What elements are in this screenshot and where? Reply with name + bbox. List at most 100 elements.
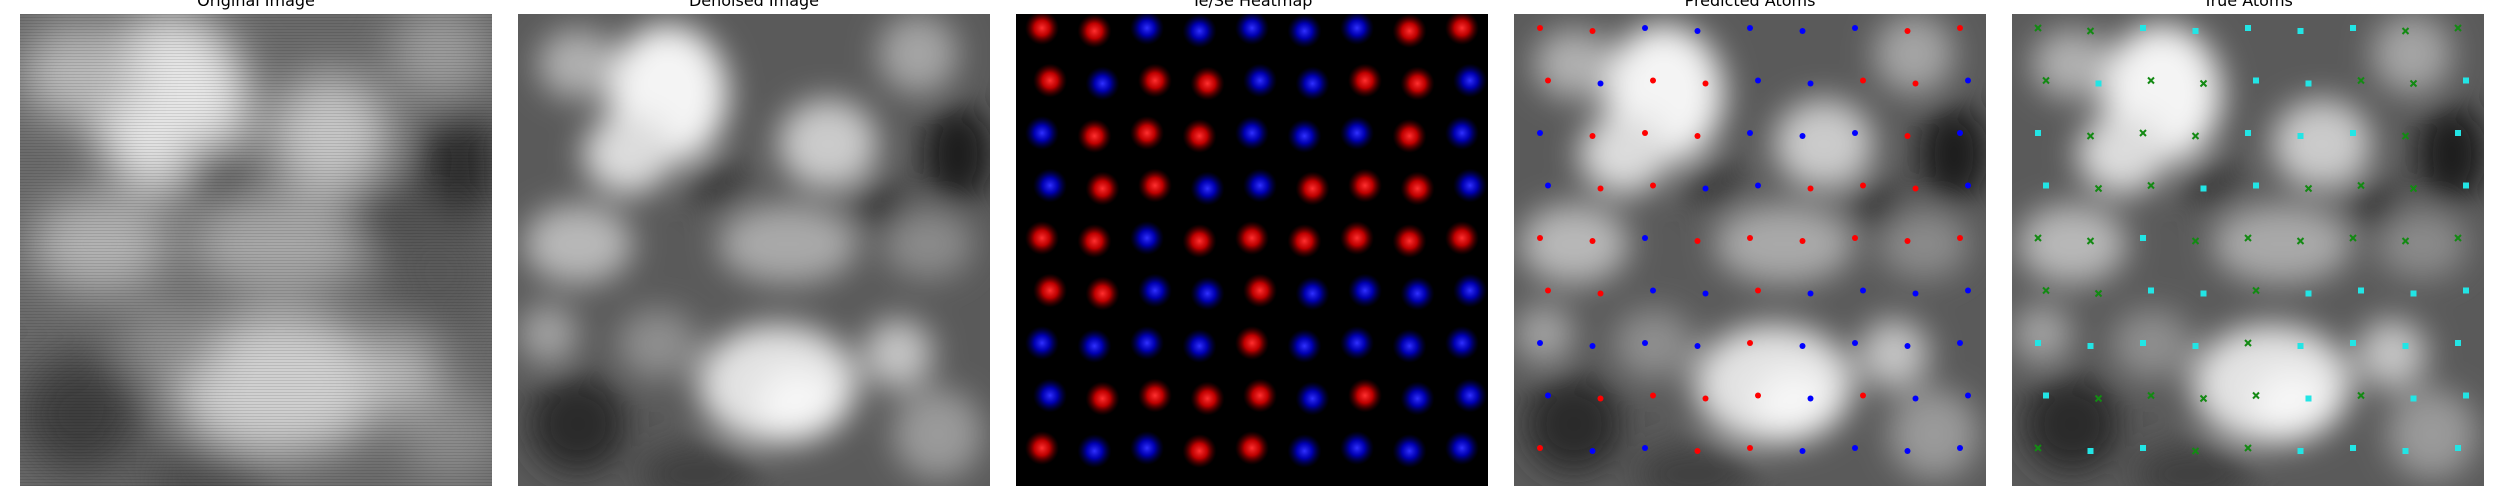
true-te-marker — [2139, 129, 2147, 137]
te-heat-blob — [1138, 378, 1172, 413]
predicted-se-dot — [1755, 182, 1761, 189]
se-heat-blob — [1392, 434, 1427, 468]
se-heat-blob — [1340, 326, 1374, 360]
predicted-te-dot — [1597, 395, 1604, 402]
te-heat-blob — [1025, 221, 1059, 255]
se-heat-blob — [1287, 434, 1322, 468]
se-heat-blob — [1077, 329, 1112, 363]
true-te-marker — [2252, 286, 2260, 295]
original-image-panel — [20, 14, 492, 486]
predicted-se-dot — [1852, 340, 1858, 346]
se-heat-blob — [1182, 329, 1217, 363]
predicted-te-dot — [1799, 238, 1806, 244]
true-se-marker — [2043, 392, 2049, 399]
predicted-se-dot — [1597, 80, 1604, 87]
predicted-te-dot — [1860, 77, 1866, 84]
true-se-marker — [2087, 343, 2094, 349]
te-heat-blob — [1025, 14, 1059, 45]
se-heat-blob — [1287, 329, 1322, 363]
se-heat-blob — [1453, 168, 1487, 203]
true-te-marker — [2147, 76, 2155, 85]
title-true-atoms: True Atoms — [2203, 0, 2293, 10]
true-te-marker — [2357, 181, 2365, 190]
true-te-marker — [2191, 132, 2200, 140]
predicted-se-dot — [1642, 445, 1648, 451]
true-te-marker — [2147, 391, 2155, 400]
true-se-marker — [2035, 130, 2041, 136]
true-te-marker — [2454, 24, 2462, 32]
predicted-te-dot — [1650, 392, 1656, 399]
se-heat-blob — [1182, 14, 1217, 48]
predicted-te-dot — [1694, 238, 1701, 244]
te-heat-blob — [1085, 171, 1120, 206]
predicted-se-dot — [1545, 392, 1551, 399]
predicted-se-dot — [1904, 448, 1911, 454]
predicted-te-dot — [1904, 133, 1911, 139]
predicted-se-dot — [1807, 395, 1814, 402]
predicted-te-dot — [1912, 80, 1919, 87]
true-te-marker — [2357, 391, 2365, 400]
predicted-te-dot — [1537, 25, 1543, 31]
predicted-atoms — [1514, 14, 1986, 486]
predicted-te-dot — [1642, 130, 1648, 136]
predicted-te-dot — [1650, 182, 1656, 189]
original-image — [20, 14, 492, 486]
te-heat-blob — [1235, 221, 1269, 255]
predicted-se-dot — [1860, 287, 1866, 294]
true-te-marker — [2034, 24, 2042, 32]
te-heat-blob — [1182, 434, 1217, 468]
true-se-marker — [2410, 395, 2417, 402]
te-heat-blob — [1400, 171, 1435, 206]
true-te-marker — [2357, 76, 2365, 85]
true-se-marker — [2350, 445, 2356, 451]
predicted-se-dot — [1545, 182, 1551, 189]
predicted-te-dot — [1545, 287, 1551, 294]
true-atoms — [2012, 14, 2484, 486]
true-te-marker — [2401, 27, 2410, 35]
true-te-marker — [2244, 444, 2252, 452]
se-heat-blob — [1243, 63, 1277, 98]
predicted-te-dot — [1755, 392, 1761, 399]
true-te-marker — [2147, 181, 2155, 190]
true-te-marker — [2199, 79, 2208, 88]
true-te-marker — [2094, 394, 2103, 403]
predicted-te-dot — [1545, 77, 1551, 84]
predicted-se-dot — [1965, 182, 1971, 189]
predicted-se-dot — [1747, 130, 1753, 136]
title-te-se-heatmap: Te/Se Heatmap — [1191, 0, 1313, 10]
predicted-se-dot — [1694, 28, 1701, 34]
te-heat-blob — [1138, 63, 1172, 98]
te-heat-blob — [1077, 224, 1112, 258]
se-heat-blob — [1400, 276, 1435, 311]
true-te-marker — [2042, 76, 2050, 85]
predicted-se-dot — [1965, 77, 1971, 84]
predicted-te-dot — [1904, 238, 1911, 244]
se-heat-blob — [1392, 329, 1427, 363]
true-te-marker — [2349, 234, 2357, 242]
true-se-marker — [2200, 185, 2207, 192]
se-heat-blob — [1138, 273, 1172, 308]
true-se-marker — [2463, 287, 2469, 294]
se-heat-blob — [1025, 116, 1059, 150]
se-heat-blob — [1033, 378, 1067, 413]
predicted-se-dot — [1537, 130, 1543, 136]
predicted-te-dot — [1747, 445, 1753, 451]
te-heat-blob — [1190, 381, 1225, 416]
predicted-te-dot — [1650, 77, 1656, 84]
se-heat-blob — [1130, 431, 1164, 465]
predicted-se-dot — [1799, 28, 1806, 34]
se-heat-blob — [1340, 14, 1374, 45]
true-se-marker — [2140, 340, 2146, 346]
predicted-te-dot — [1589, 238, 1596, 244]
true-se-marker — [2305, 80, 2312, 87]
se-heat-blob — [1085, 66, 1120, 101]
te-heat-blob — [1025, 431, 1059, 465]
te-heat-blob — [1085, 276, 1120, 311]
predicted-se-dot — [1642, 235, 1648, 241]
predicted-te-dot — [1957, 25, 1963, 31]
predicted-te-dot — [1912, 185, 1919, 192]
te-heat-blob — [1085, 381, 1120, 416]
true-se-marker — [2455, 340, 2461, 346]
predicted-te-dot — [1597, 185, 1604, 192]
